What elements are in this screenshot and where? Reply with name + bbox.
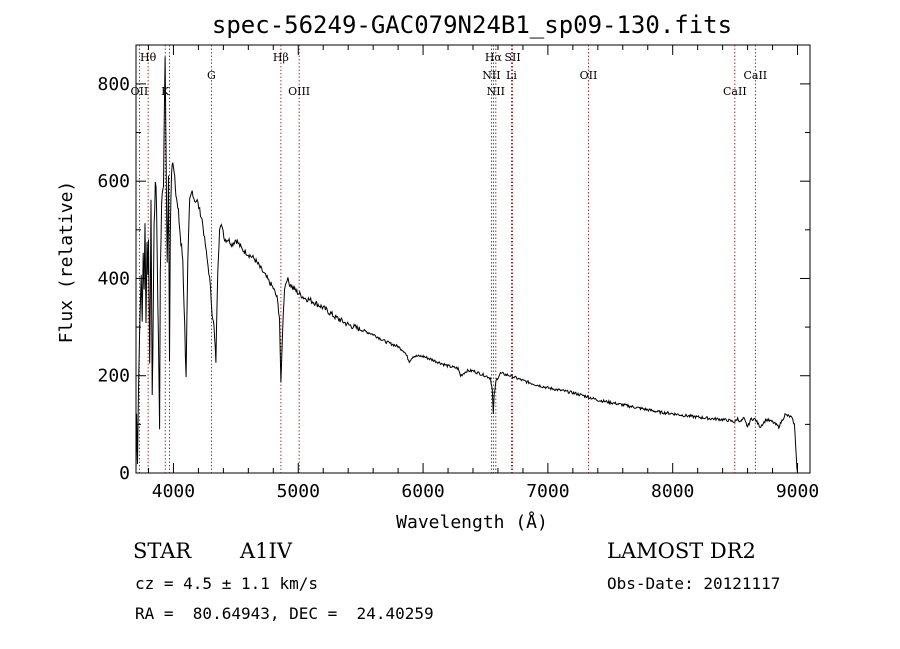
redshift-cz: cz = 4.5 ± 1.1 km/s (135, 574, 319, 593)
y-tick-label: 0 (119, 463, 130, 484)
marker-label: OIII (288, 85, 310, 98)
x-tick-label: 5000 (277, 481, 320, 502)
y-tick-label: 400 (97, 268, 130, 289)
subclass: A1IV (240, 539, 292, 563)
x-tick-label: 8000 (651, 481, 694, 502)
survey-name: LAMOST DR2 (607, 539, 756, 563)
object-type: STAR (133, 539, 192, 563)
spectrum-chart: spec-56249-GAC079N24B1_sp09-130.fits Hθ O… (56, 11, 819, 533)
marker-label: Li (506, 69, 517, 82)
marker-label: OII (131, 85, 149, 98)
marker-label: Hθ (140, 51, 157, 64)
x-axis-label: Wavelength (Å) (396, 511, 548, 533)
coordinates: RA = 80.64943, DEC = 24.40259 (135, 604, 434, 623)
y-axis-label: Flux (relative) (56, 181, 77, 344)
x-tick-label: 6000 (401, 481, 444, 502)
plot-border (135, 44, 811, 474)
y-tick-label: 200 (97, 366, 130, 387)
marker-label: SII (504, 51, 520, 64)
spectrum-series (135, 56, 798, 474)
marker-label: CaII (743, 69, 767, 82)
marker-label: NII (482, 69, 500, 82)
marker-label: Hβ (273, 51, 289, 64)
plot-frame (135, 44, 811, 474)
axis-ticks: 4000 5000 6000 7000 8000 9000 0 200 400 600 800 (97, 45, 819, 502)
y-tick-label: 800 (97, 74, 130, 95)
x-tick-label: 4000 (152, 481, 195, 502)
marker-label: Hα (485, 51, 503, 64)
marker-label: OII (580, 69, 598, 82)
marker-label: CaII (723, 85, 747, 98)
x-tick-label: 9000 (776, 481, 819, 502)
y-tick-label: 600 (97, 171, 130, 192)
marker-label: NII (487, 85, 505, 98)
marker-label: G (207, 69, 216, 82)
x-tick-label: 7000 (526, 481, 569, 502)
obs-date: Obs-Date: 20121117 (607, 574, 781, 593)
chart-title: spec-56249-GAC079N24B1_sp09-130.fits (212, 11, 732, 39)
spectrum-line (135, 56, 798, 474)
